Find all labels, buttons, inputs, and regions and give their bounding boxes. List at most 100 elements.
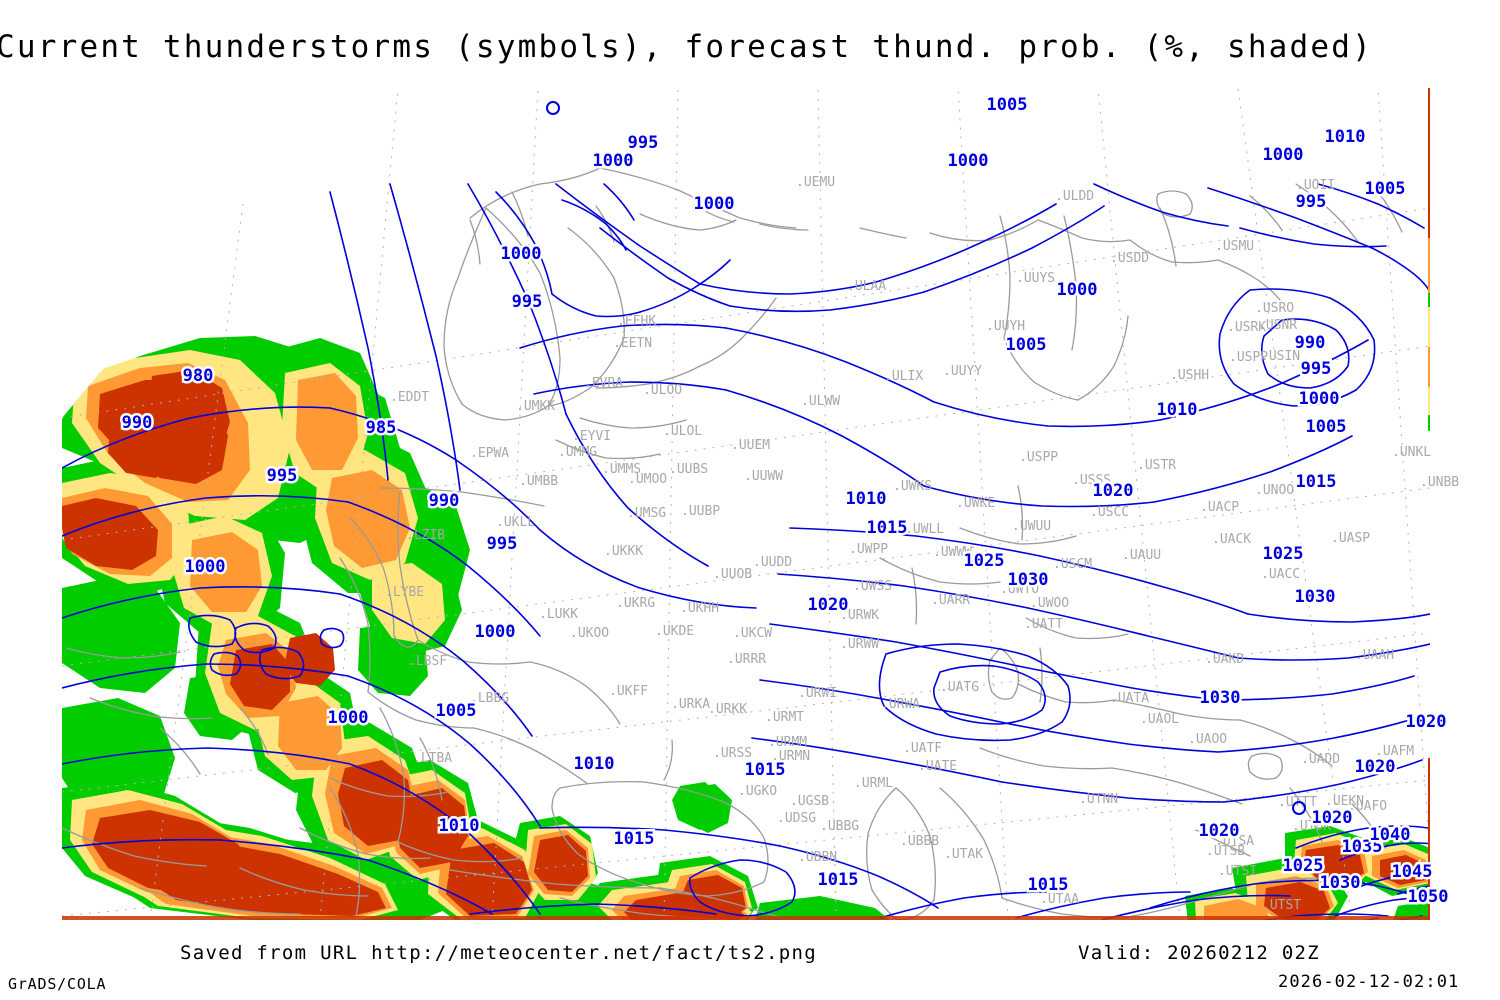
station-label: .ULOL [663,424,702,439]
isobar-label: 1010 [439,816,480,836]
station-label: .UWSS [853,579,892,594]
station-label: .ULIX [884,369,923,384]
isobar-label-halo: 1000 [185,557,226,577]
isobar-label: 1005 [436,701,477,721]
isobar-label-halo: 1000 [694,194,735,214]
isobar-label: 1050 [1408,887,1449,907]
isobar-label-halo: 1025 [1283,856,1324,876]
thunderstorm-symbol-icon [546,101,560,115]
isobar-label: 1045 [1392,862,1433,882]
station-label: .URML [854,776,893,791]
isobar-label: 1020 [1355,757,1396,777]
isobar-label-halo: 1005 [436,701,477,721]
station-label: .USMU [1215,239,1254,254]
station-label: .UUBP [681,504,720,519]
station-label: .LBSF [408,654,447,669]
isobar-label-halo: 990 [122,413,153,433]
generated-timestamp: 2026-02-12-02:01 [1278,972,1460,992]
station-label: .USDD [1110,251,1149,266]
isobar-label: 1010 [1325,127,1366,147]
station-label: .ULDD [1055,189,1094,204]
station-label: .UWLL [905,522,944,537]
station-label: .UASP [1331,531,1370,546]
isobar-label: 1000 [501,244,542,264]
isobar-label: 1000 [475,622,516,642]
isobar-label: 1000 [948,151,989,171]
station-label: .UTSA [1215,834,1254,849]
isobar-label: 1000 [1299,389,1340,409]
isobar-label-halo: 1000 [328,708,369,728]
station-label: .UAUU [1122,548,1161,563]
page-title: Current thunderstorms (symbols), forecas… [0,29,1373,65]
isobar-label: 1035 [1342,837,1383,857]
station-label: .UUYY [943,364,982,379]
bottom-edge-shading-strip [62,916,1430,920]
station-label: .EYVI [572,429,611,444]
station-label: .USCC [1090,505,1129,520]
isobar-label-halo: 1040 [1370,825,1411,845]
station-label: .ULWW [801,394,840,409]
station-label: .UKFF [609,684,648,699]
station-label: .USRO [1255,301,1294,316]
isobar-label: 1015 [1028,875,1069,895]
isobar-label-halo: 985 [366,418,397,438]
isobar-label-halo: 1005 [1365,179,1406,199]
station-label: .UMMG [558,445,597,460]
isobar-label: 1020 [1093,481,1134,501]
isobar-label: 1030 [1295,587,1336,607]
isobar-label-halo: 1000 [475,622,516,642]
isobar-label: 995 [1296,192,1327,212]
isobar-label: 1020 [1312,808,1353,828]
isobar-label: 995 [267,466,298,486]
isobar-label-halo: 1010 [574,754,615,774]
station-label: .UTNN [1079,792,1118,807]
isobar-label: 990 [1295,333,1326,353]
station-label: .LYBE [385,585,424,600]
isobar-label-halo: 995 [512,292,543,312]
station-label: .URWK [840,608,879,623]
station-label: .USPP [1229,350,1268,365]
station-label: .ULAA [847,279,886,294]
isobar-label: 1005 [1365,179,1406,199]
isobar-label: 1000 [1057,280,1098,300]
map-canvas: .UEMU .ULDD .UOII .USDD .USMU .UUYS .ULAA .USRO… [62,88,1459,920]
isobar-label: 1000 [694,194,735,214]
station-label: .UMOO [628,472,667,487]
station-label: .UADD [1301,752,1340,767]
station-label: .UATE [918,759,957,774]
station-label: .USNR [1258,318,1297,333]
station-label: .UTDK [1292,819,1331,834]
isobar-label-halo: 1015 [745,760,786,780]
station-label: .URMN [771,749,810,764]
station-label: .UAOL [1140,712,1179,727]
isobar-label-halo: 1020 [1199,821,1240,841]
station-label: .URSS [713,746,752,761]
station-label: .UEKN [1325,794,1364,809]
isobar-label-halo: 990 [1295,333,1326,353]
isobar-label-halo: 1000 [1057,280,1098,300]
isobar-label-halo: 1000 [501,244,542,264]
station-label: .UAFM [1375,744,1414,759]
station-label: .UGKO [738,784,777,799]
isobar-label-halo: 1010 [1157,400,1198,420]
station-label: .UKCW [733,626,772,641]
station-label: .UMBB [519,474,558,489]
station-label: .UTAK [944,847,983,862]
isobar-label-halo: 990 [429,491,460,511]
isobar-label-halo: 1015 [818,870,859,890]
station-label: .EETN [613,336,652,351]
isobar-label: 995 [1301,359,1332,379]
isobar-label: 995 [628,133,659,153]
isobar-label: 1000 [593,151,634,171]
station-label: .UKRG [616,596,655,611]
station-label: .UWPP [849,542,888,557]
station-label: .URMT [765,710,804,725]
station-label: .URRR [727,652,766,667]
isobar-label: 1015 [1296,472,1337,492]
station-label: .UWTO [1000,582,1039,597]
isobar-label: 1000 [328,708,369,728]
station-label: .UKLL [496,515,535,530]
isobar-label: 1015 [867,518,908,538]
station-label: .ULOO [643,383,682,398]
